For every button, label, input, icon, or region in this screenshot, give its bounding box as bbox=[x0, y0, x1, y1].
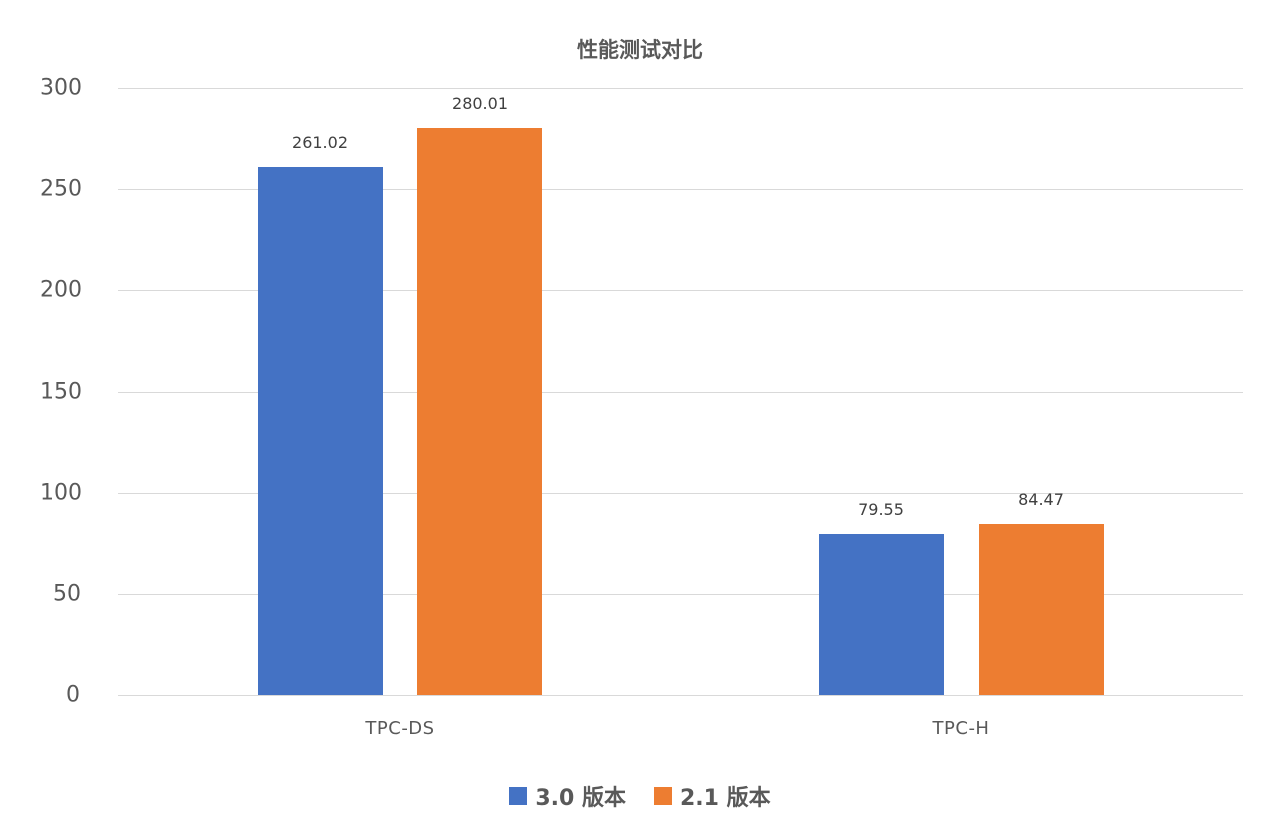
data-label: 79.55 bbox=[858, 500, 904, 519]
bar-tpch-v21 bbox=[979, 524, 1104, 695]
gridline bbox=[118, 493, 1243, 494]
legend-item-v30: 3.0 版本 bbox=[509, 780, 626, 812]
y-tick-300: 300 bbox=[40, 75, 82, 101]
legend-item-v21: 2.1 版本 bbox=[654, 780, 771, 812]
gridline bbox=[118, 392, 1243, 393]
y-tick-200: 200 bbox=[40, 277, 82, 303]
legend-label: 2.1 版本 bbox=[680, 786, 771, 811]
y-tick-100: 100 bbox=[40, 480, 82, 506]
plot-area: 261.02 280.01 79.55 84.47 bbox=[118, 88, 1243, 696]
bar-tpch-v30 bbox=[819, 534, 944, 695]
chart-title: 性能测试对比 bbox=[577, 38, 703, 62]
legend-label: 3.0 版本 bbox=[535, 786, 626, 811]
y-tick-50: 50 bbox=[53, 581, 81, 607]
data-label: 84.47 bbox=[1018, 490, 1064, 509]
legend-swatch-blue-icon bbox=[509, 787, 528, 805]
y-tick-0: 0 bbox=[66, 682, 80, 708]
data-label: 280.01 bbox=[452, 94, 508, 113]
gridline bbox=[118, 189, 1243, 190]
y-tick-250: 250 bbox=[40, 176, 82, 202]
x-axis-line bbox=[118, 695, 1243, 696]
y-tick-150: 150 bbox=[40, 379, 82, 405]
legend-swatch-orange-icon bbox=[654, 787, 672, 805]
gridline bbox=[118, 290, 1243, 291]
x-tick-tpcds: TPC-DS bbox=[365, 718, 435, 739]
gridline bbox=[118, 594, 1243, 595]
bar-tpcds-v30 bbox=[258, 167, 383, 695]
legend: 3.0 版本 2.1 版本 bbox=[0, 780, 1280, 812]
gridline bbox=[118, 88, 1243, 89]
data-label: 261.02 bbox=[292, 133, 348, 152]
bar-tpcds-v21 bbox=[417, 128, 542, 695]
x-tick-tpch: TPC-H bbox=[932, 718, 990, 739]
